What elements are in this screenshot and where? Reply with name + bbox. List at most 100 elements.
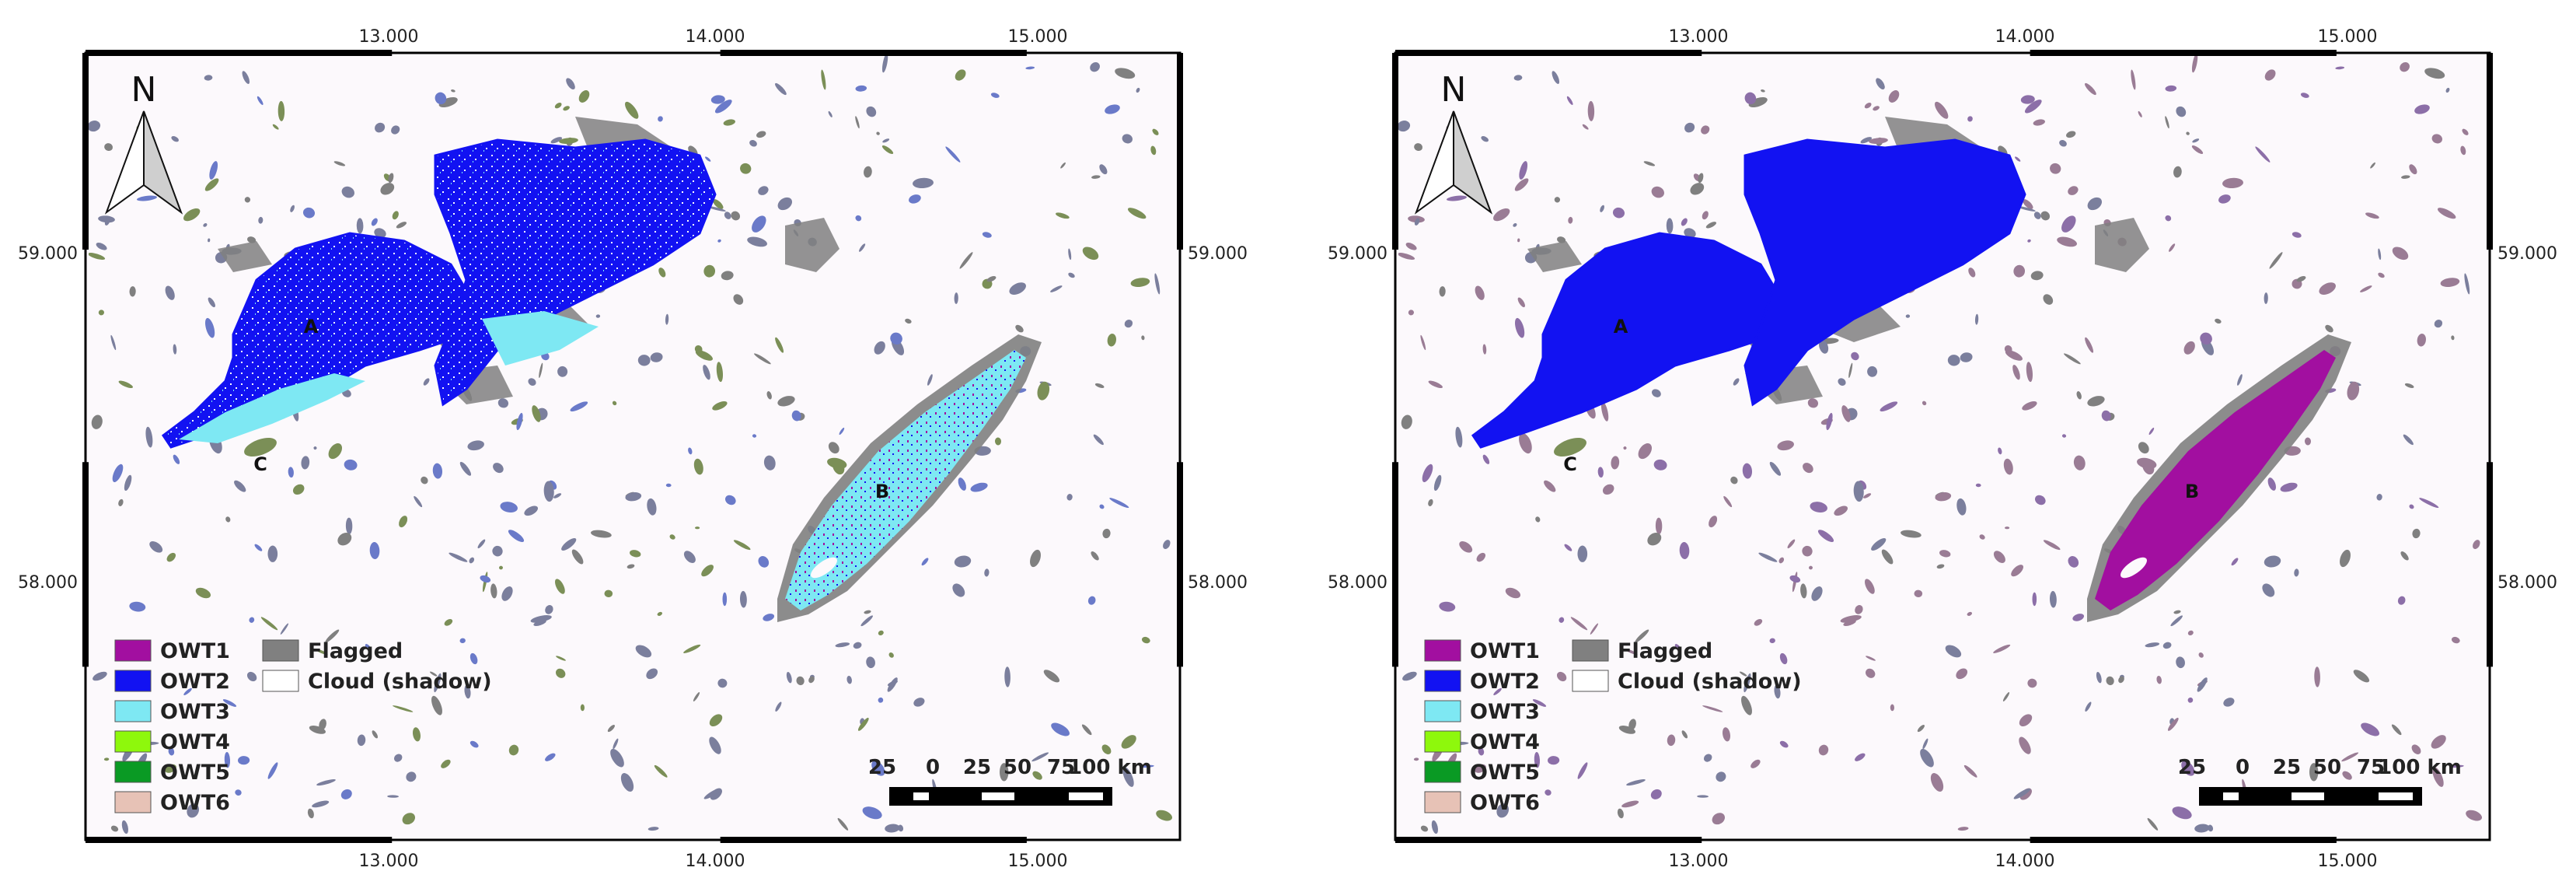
small-lake	[459, 461, 472, 476]
small-lake	[613, 738, 619, 750]
small-lake	[1888, 90, 1900, 103]
small-lake	[469, 557, 475, 564]
small-lake	[716, 362, 724, 383]
frame-bar-left	[1392, 53, 1398, 250]
small-lake	[1945, 645, 1962, 658]
small-lake	[380, 183, 395, 195]
small-lake	[1758, 552, 1778, 562]
small-lake	[2013, 788, 2030, 799]
small-lake	[258, 216, 264, 224]
small-lake	[1446, 195, 1468, 201]
small-lake	[1956, 668, 1968, 680]
small-lake	[1433, 474, 1442, 491]
small-lake	[2255, 146, 2271, 163]
small-lake	[2361, 722, 2380, 736]
small-lake	[657, 611, 663, 616]
small-lake	[1939, 550, 1951, 558]
small-lake	[2445, 87, 2450, 93]
small-lake	[2191, 56, 2198, 73]
small-lake	[717, 239, 721, 243]
small-lake	[857, 717, 869, 731]
small-lake	[1050, 285, 1063, 292]
small-lake	[2198, 652, 2204, 658]
small-lake	[766, 391, 772, 400]
small-lake	[1800, 583, 1807, 599]
small-lake	[112, 463, 124, 482]
legend-label: Flagged	[1618, 639, 1712, 663]
place-label-b: B	[875, 481, 889, 502]
small-lake	[393, 754, 403, 762]
small-lake	[480, 575, 491, 583]
flagged-area	[1527, 241, 1582, 272]
small-lake	[775, 701, 782, 712]
small-lake	[2005, 526, 2010, 530]
small-lake	[173, 454, 180, 464]
small-lake	[2223, 698, 2235, 707]
map-contents	[1398, 56, 2483, 834]
small-lake	[2451, 636, 2460, 644]
x-tick-top: 15.000	[1008, 27, 1068, 47]
small-lake	[954, 292, 958, 304]
small-lake	[2085, 337, 2094, 353]
flagged-area	[2095, 218, 2149, 272]
small-lake	[683, 551, 696, 563]
small-lake	[399, 516, 408, 528]
legend-swatch-owt6	[114, 791, 152, 813]
frame-bar-right	[2487, 462, 2493, 667]
small-lake	[2431, 134, 2442, 144]
small-lake	[775, 337, 784, 353]
small-lake	[1667, 734, 1676, 747]
small-lake	[866, 656, 875, 669]
small-lake	[2034, 495, 2046, 505]
small-lake	[1493, 208, 1510, 222]
small-lake	[2300, 93, 2309, 98]
small-lake	[2030, 271, 2044, 281]
small-lake	[477, 539, 486, 549]
x-tick-top: 13.000	[1669, 27, 1729, 47]
small-lake	[733, 540, 751, 551]
small-lake	[1698, 173, 1704, 184]
flagged-area	[785, 218, 839, 272]
small-lake	[2169, 243, 2176, 252]
small-lake	[2176, 656, 2185, 669]
small-lake	[1439, 286, 1446, 297]
small-lake	[1037, 381, 1050, 401]
small-lake	[556, 668, 566, 678]
small-lake	[257, 96, 264, 106]
small-lake	[1482, 344, 1487, 355]
small-lake	[1655, 517, 1663, 534]
place-label-c: C	[253, 453, 267, 475]
small-lake	[104, 218, 110, 226]
small-lake	[2200, 332, 2212, 345]
small-lake	[532, 405, 541, 422]
small-lake	[145, 426, 153, 448]
small-lake	[1750, 759, 1761, 768]
small-lake	[508, 744, 519, 756]
small-lake	[1150, 145, 1157, 156]
x-tick-top: 13.000	[359, 27, 419, 47]
small-lake	[1611, 456, 1620, 470]
small-lake	[695, 526, 700, 530]
legend-swatch-cloud-shadow-	[262, 670, 299, 692]
small-lake	[2043, 294, 2054, 305]
small-lake	[796, 676, 805, 686]
small-lake	[333, 161, 346, 166]
y-tick-left: 59.000	[1328, 244, 1387, 264]
small-lake	[204, 178, 219, 191]
small-lake	[2412, 528, 2421, 539]
small-lake	[1122, 134, 1133, 144]
legend-swatch-flagged	[1572, 639, 1609, 662]
small-lake	[913, 177, 934, 189]
small-lake	[1612, 207, 1625, 219]
small-lake	[516, 412, 523, 431]
frame-bar-right	[2487, 53, 2493, 250]
small-lake	[1723, 495, 1733, 508]
small-lake	[1422, 463, 1433, 482]
small-lake	[312, 800, 330, 808]
small-lake	[2408, 765, 2411, 770]
small-lake	[203, 223, 208, 227]
small-lake	[1741, 695, 1752, 715]
small-lake	[705, 156, 711, 162]
scale-label: 25	[2273, 756, 2301, 779]
small-lake	[701, 565, 714, 577]
